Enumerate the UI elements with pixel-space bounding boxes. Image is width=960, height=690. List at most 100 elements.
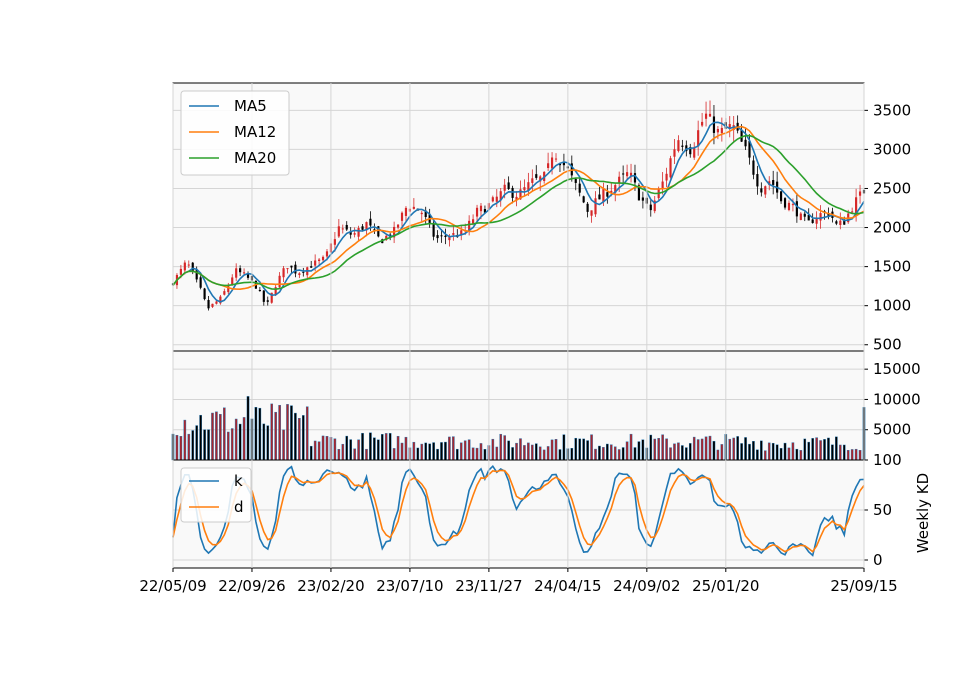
price-tick-label: 500 [873,336,902,354]
volume-bar [831,444,834,461]
volume-tick-label: 5000 [873,421,911,439]
candle-body [637,185,641,201]
volume-bar [681,445,684,461]
volume-bar [819,440,822,461]
volume-bar [337,449,341,461]
price-tick-label: 2500 [873,179,911,197]
volume-bar [282,429,285,461]
candle-body [420,212,423,215]
candle-body [448,236,451,241]
candle-body [246,273,250,278]
candle-body [539,176,542,182]
candle-body [815,217,818,224]
candle-body [373,229,376,231]
candle-body [199,277,202,288]
volume-bar [744,437,747,461]
candle-body [349,232,352,235]
volume-bar [511,447,514,461]
volume-bar [396,435,400,461]
volume-bar [756,449,759,461]
volume-bar [839,444,842,461]
volume-bar [771,442,775,461]
volume-bar [278,404,281,461]
candle-body [689,147,692,155]
candle-body [594,198,597,215]
candle-body [531,178,534,183]
volume-bar [712,441,716,461]
volume-bar [377,439,380,461]
volume-bar [732,437,735,461]
candle-body [187,264,190,266]
price-tick-label: 3000 [873,140,911,158]
candle-body [708,113,712,117]
candle-body [586,203,589,212]
candle-body [282,268,285,278]
volume-bar [531,444,534,461]
price-tick-label: 1000 [873,297,911,315]
volume-bar [542,449,546,461]
candle-body [479,205,483,212]
volume-bar [550,439,554,461]
volume-bar [246,396,250,461]
volume-bar [570,448,574,461]
candle-body [361,226,364,230]
volume-bar [795,448,799,461]
volume-bar [499,433,503,461]
volume-bar [491,438,495,461]
volume-bar [617,449,621,461]
candle-body [803,213,806,217]
x-tick-label: 23/07/10 [376,577,443,595]
volume-bar [223,407,226,461]
candle-body [385,235,388,240]
volume-bar [215,411,218,461]
volume-bar [598,445,601,461]
candle-body [697,130,700,147]
volume-bar [803,438,807,461]
candle-body [270,292,273,303]
x-tick-label: 25/01/20 [692,577,759,595]
volume-bar [594,448,597,461]
volume-bar [527,442,530,461]
candle-body [673,149,676,157]
volume-bar [807,441,811,461]
volume-bar [207,429,210,461]
volume-bar [479,443,483,461]
volume-bar [558,449,562,461]
candle-body [333,239,336,245]
volume-bar [309,445,313,461]
legend-d-label: d [234,498,244,516]
candle-body [314,260,317,266]
candle-body [475,207,479,217]
volume-bar [736,436,739,461]
candle-body [728,124,731,129]
volume-bar [321,435,325,461]
candle-body [235,268,238,278]
candle-body [483,209,487,213]
candle-body [554,158,558,160]
volume-bar [669,447,672,461]
candle-body [278,275,281,288]
legend-ma20-label: MA20 [234,149,276,167]
candle-body [598,194,601,200]
price-tick-label: 2000 [873,219,911,237]
candle-body [227,284,230,293]
candle-body [839,220,842,225]
candle-body [298,273,301,276]
candle-body [207,299,210,309]
candle-body [294,264,297,274]
candle-body [183,262,186,271]
volume-bar [823,439,826,461]
candle-body [693,147,696,158]
volume-bar [270,403,274,461]
volume-bar [811,438,814,461]
candle-body [274,287,277,296]
candle-body [179,268,182,275]
volume-bar [590,434,593,461]
volume-bar [783,442,787,461]
volume-bar [779,448,783,461]
volume-bar [610,444,613,461]
candle-body [677,140,680,152]
volume-bar [688,443,692,461]
candle-body [369,218,372,226]
